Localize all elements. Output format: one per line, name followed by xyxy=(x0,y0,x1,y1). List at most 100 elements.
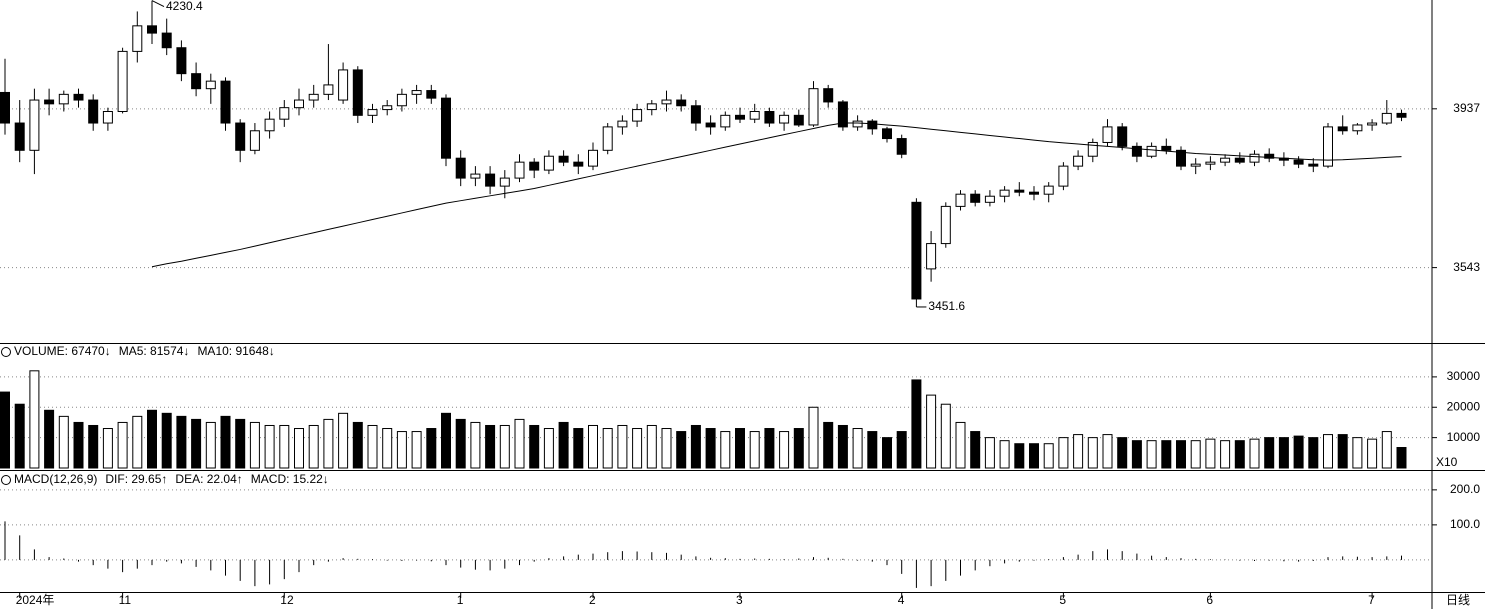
candle-body xyxy=(749,110,760,120)
candle-body xyxy=(558,155,569,163)
candle-body xyxy=(88,99,99,124)
panel-icon[interactable] xyxy=(1,475,11,485)
candle-body xyxy=(617,120,628,128)
volume-bar xyxy=(1161,440,1172,469)
x-tick-label: 6 xyxy=(1206,593,1213,607)
candle-body xyxy=(102,110,113,124)
candle-body xyxy=(1293,159,1304,165)
candle-body xyxy=(58,93,69,105)
candle-body xyxy=(764,110,775,124)
candle-body xyxy=(323,84,334,95)
candle-body xyxy=(1308,163,1319,167)
candle-body xyxy=(352,69,363,116)
volume-bar xyxy=(323,418,334,469)
candle-body xyxy=(543,155,554,171)
candle-body xyxy=(73,93,84,101)
volume-bar xyxy=(632,428,643,469)
volume-bar xyxy=(235,418,246,469)
candle-body xyxy=(808,88,819,126)
candle-body xyxy=(1220,157,1231,163)
candle-body xyxy=(514,161,525,179)
candle-body xyxy=(1176,149,1186,167)
panel-icon[interactable] xyxy=(1,347,11,357)
volume-bar xyxy=(249,421,260,469)
panel-header: MACD(12,26,9) xyxy=(14,472,97,486)
panel-header: DIF: 29.65↑ xyxy=(105,472,167,486)
volume-bar xyxy=(926,394,937,469)
volume-bar xyxy=(352,421,363,469)
panel-header: MA10: 91648↓ xyxy=(197,344,274,358)
candle-body xyxy=(705,122,716,128)
candle-body xyxy=(735,114,745,120)
candle-body xyxy=(0,91,10,124)
candle-body xyxy=(661,99,672,105)
panel-header: DEA: 22.04↑ xyxy=(175,472,242,486)
volume-bar xyxy=(984,437,995,469)
candle-body xyxy=(690,105,701,124)
candle-body xyxy=(191,73,202,90)
candle-body xyxy=(1043,185,1054,195)
x-tick-label: 1 xyxy=(457,593,464,607)
volume-bar xyxy=(1352,437,1363,469)
x-tick-label: 4 xyxy=(898,593,905,607)
volume-bar xyxy=(661,428,672,469)
y-tick-label: 10000 xyxy=(1447,430,1481,444)
volume-bar xyxy=(1234,440,1245,469)
candle-body xyxy=(220,80,231,124)
volume-bar xyxy=(970,431,981,469)
volume-bar xyxy=(73,421,84,469)
candle-body xyxy=(999,189,1010,197)
volume-bar xyxy=(1029,443,1039,469)
candle-body xyxy=(1234,157,1245,163)
volume-bar xyxy=(852,428,863,469)
candle-body xyxy=(308,93,319,101)
volume-bar xyxy=(1102,434,1113,469)
candle-body xyxy=(1396,112,1407,118)
volume-bar xyxy=(1337,434,1348,469)
candle-body xyxy=(1352,124,1363,132)
volume-bar xyxy=(588,424,598,469)
candle-body xyxy=(970,193,981,203)
volume-bar xyxy=(338,412,349,469)
volume-bar xyxy=(308,424,319,469)
volume-bar xyxy=(485,424,496,469)
candle-body xyxy=(882,128,892,140)
volume-bar xyxy=(14,403,25,469)
volume-bar xyxy=(676,431,687,469)
candle-body xyxy=(441,97,451,159)
volume-bar xyxy=(514,418,525,469)
candle-body xyxy=(852,120,863,128)
x-tick-label: 2 xyxy=(589,593,596,607)
candle-body xyxy=(632,109,643,122)
volume-bar xyxy=(573,428,584,469)
candle-body xyxy=(646,103,657,111)
volume-bar xyxy=(264,424,275,469)
x-tick-label: 3 xyxy=(736,593,743,607)
volume-bar xyxy=(1190,440,1201,469)
candle-body xyxy=(249,130,260,151)
ma-line xyxy=(151,122,1402,268)
volume-bar xyxy=(999,440,1010,469)
candle-body xyxy=(1029,191,1039,195)
volume-bar xyxy=(29,370,40,469)
x-tick-label: 2024年 xyxy=(16,593,55,607)
y-tick-label: 3543 xyxy=(1453,260,1480,274)
volume-bar xyxy=(1381,431,1392,469)
volume-bar xyxy=(558,421,569,469)
volume-bar xyxy=(1220,440,1231,469)
volume-bar xyxy=(455,418,466,469)
candle-body xyxy=(117,50,128,112)
candle-body xyxy=(1117,126,1128,147)
volume-bar xyxy=(396,431,407,469)
period-label[interactable]: 日线 xyxy=(1446,593,1470,607)
volume-bar xyxy=(1396,447,1407,469)
volume-bar xyxy=(58,415,69,469)
candle-body xyxy=(294,99,304,109)
volume-bar xyxy=(735,428,745,469)
candle-body xyxy=(499,177,510,187)
volume-bar xyxy=(823,421,834,469)
panel-header: MACD: 15.22↓ xyxy=(251,472,329,486)
volume-bar xyxy=(88,424,99,469)
candle-body xyxy=(867,120,878,130)
candle-body xyxy=(940,205,951,245)
